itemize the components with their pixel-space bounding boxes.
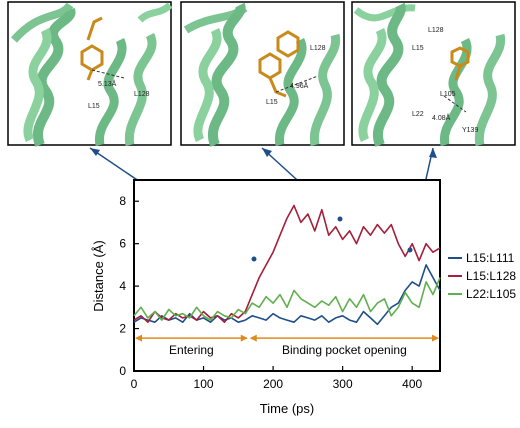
phase-label-1: Entering — [169, 343, 214, 357]
x-axis-ticks: 0 100 200 300 400 — [131, 366, 423, 391]
phase-annotations: Entering Binding pocket opening — [135, 334, 439, 357]
structure-panel-3: L128 L15 L105 L22 Y139 4.08Å — [351, 1, 516, 147]
legend: L15:L111 L15:L128 L22:L105 — [448, 251, 516, 301]
y-axis-label: Distance (Å) — [91, 240, 106, 312]
residue-label-1-2: L128 — [134, 91, 150, 98]
residue-label-2-1: L15 — [266, 99, 278, 106]
y-tick-label: 4 — [119, 279, 126, 293]
plot-frame — [133, 179, 441, 372]
distance-label-1: 5.13Å — [98, 79, 117, 88]
x-tick-label: 0 — [131, 377, 138, 391]
callout-dot-1 — [251, 256, 257, 262]
callout-dot-3 — [407, 247, 413, 253]
distance-label-3: 4.08Å — [432, 113, 451, 122]
residue-label-1-1: L15 — [88, 103, 100, 110]
legend-label-2: L15:L128 — [466, 269, 516, 283]
phase-label-2: Binding pocket opening — [282, 343, 407, 357]
residue-label-3-1: L128 — [428, 27, 444, 34]
x-axis-label: Time (ps) — [260, 401, 314, 416]
phase-arrowhead-right-1 — [240, 334, 248, 342]
y-tick-label: 8 — [119, 194, 126, 208]
residue-label-2-2: L128 — [310, 45, 326, 52]
y-tick-label: 0 — [119, 364, 126, 378]
x-tick-label: 400 — [402, 377, 422, 391]
x-tick-label: 100 — [194, 377, 214, 391]
phase-arrowhead-left-2 — [249, 334, 257, 342]
legend-label-1: L15:L111 — [466, 251, 515, 265]
series-line-l22-l105 — [133, 277, 441, 321]
y-tick-label: 6 — [119, 237, 126, 251]
legend-label-3: L22:L105 — [466, 287, 516, 301]
structure-panel-2: 4.96Å L15 L128 — [180, 1, 345, 147]
phase-arrowhead-left-1 — [135, 334, 142, 342]
x-tick-label: 300 — [333, 377, 353, 391]
y-tick-label: 2 — [119, 322, 126, 336]
residue-label-3-2: L15 — [412, 45, 424, 52]
plot-area: 0 2 4 6 8 0 100 200 300 400 Entering Binding pock… — [91, 179, 441, 416]
callout-arrowhead-3 — [429, 148, 437, 158]
callout-arrowhead-2 — [262, 148, 272, 157]
series-line-l15-l128 — [133, 204, 441, 324]
callout-arrowhead-1 — [90, 148, 100, 156]
distance-label-2: 4.96Å — [290, 81, 309, 90]
residue-label-3-4: L22 — [412, 111, 424, 118]
phase-arrowhead-right-2 — [432, 334, 439, 342]
structure-panel-1: 5.13Å L15 L128 — [7, 1, 173, 147]
residue-label-3-5: Y139 — [462, 127, 478, 134]
callout-dot-2 — [337, 216, 343, 222]
callout-dots — [251, 216, 413, 262]
x-tick-label: 200 — [263, 377, 283, 391]
residue-label-3-3: L105 — [440, 91, 456, 98]
series-lines — [133, 204, 441, 326]
y-axis-ticks: 0 2 4 6 8 — [119, 194, 139, 378]
